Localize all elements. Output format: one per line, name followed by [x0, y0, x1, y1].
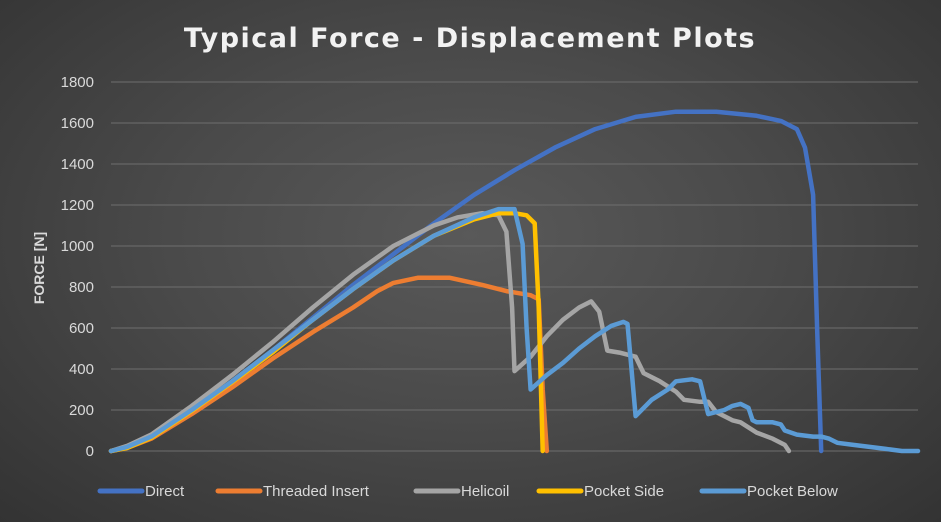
y-tick-label: 1600 [61, 115, 94, 132]
legend-item-pocket-below: Pocket Below [699, 483, 838, 500]
y-tick-label: 200 [69, 402, 94, 419]
y-tick-label: 0 [86, 443, 94, 460]
series-line-pocket-below [108, 206, 921, 454]
legend-label: Helicoil [461, 483, 509, 500]
y-tick-label: 1800 [61, 74, 94, 91]
chart-title: Typical Force - Displacement Plots [184, 23, 756, 54]
legend-item-helicoil: Helicoil [413, 483, 509, 500]
y-tick-label: 1000 [61, 238, 94, 255]
legend: Direct Threaded Insert Helicoil Pocket Side… [97, 483, 838, 500]
gridlines [111, 81, 918, 452]
legend-item-threaded-insert: Threaded Insert [215, 483, 370, 500]
y-tick-label: 600 [69, 320, 94, 337]
legend-item-direct: Direct [97, 483, 185, 500]
legend-label: Threaded Insert [263, 483, 370, 500]
y-axis-label: FORCE [N] [31, 232, 47, 304]
y-axis-tick-labels: 0 200 400 600 800 1000 1200 1400 1600 1800 [61, 74, 94, 460]
y-tick-label: 1400 [61, 156, 94, 173]
y-tick-label: 800 [69, 279, 94, 296]
legend-item-pocket-side: Pocket Side [536, 483, 664, 500]
series-line-helicoil [108, 210, 792, 454]
data-series [108, 109, 921, 454]
legend-label: Pocket Side [584, 483, 664, 500]
y-tick-label: 400 [69, 361, 94, 378]
series-line-threaded-insert [108, 275, 550, 454]
y-tick-label: 1200 [61, 197, 94, 214]
legend-label: Pocket Below [747, 483, 838, 500]
legend-label: Direct [145, 483, 185, 500]
